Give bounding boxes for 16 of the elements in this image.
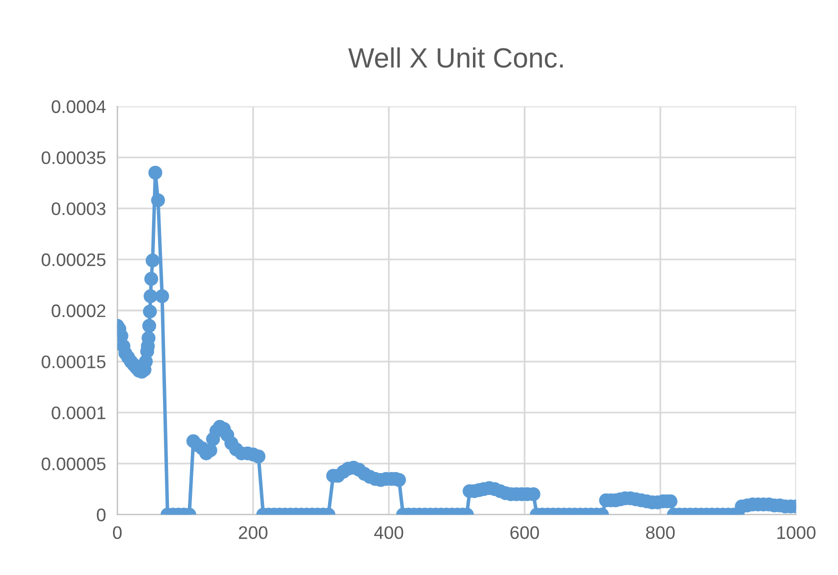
x-tick-label: 1000 [777, 526, 816, 539]
y-tick-label: 0.00005 [42, 458, 106, 470]
y-tick-label: 0.0004 [52, 100, 106, 114]
chart-title: Well X Unit Conc. [348, 47, 563, 68]
x-tick-label: 600 [510, 526, 539, 539]
x-tick-label: 400 [374, 526, 404, 539]
y-tick-label: 0.0003 [52, 202, 106, 216]
x-tick-label: 0 [113, 526, 122, 539]
y-tick-label: 0.00035 [42, 151, 106, 164]
x-tick-label: 800 [646, 526, 675, 539]
y-tick-label: 0.00025 [42, 253, 106, 266]
x-tick-label: 200 [238, 526, 268, 539]
y-tick-label: 0.00015 [42, 355, 106, 368]
y-tick-label: 0.0001 [52, 406, 106, 420]
y-tick-label: 0 [96, 508, 106, 522]
y-tick-label: 0.0002 [52, 304, 106, 318]
